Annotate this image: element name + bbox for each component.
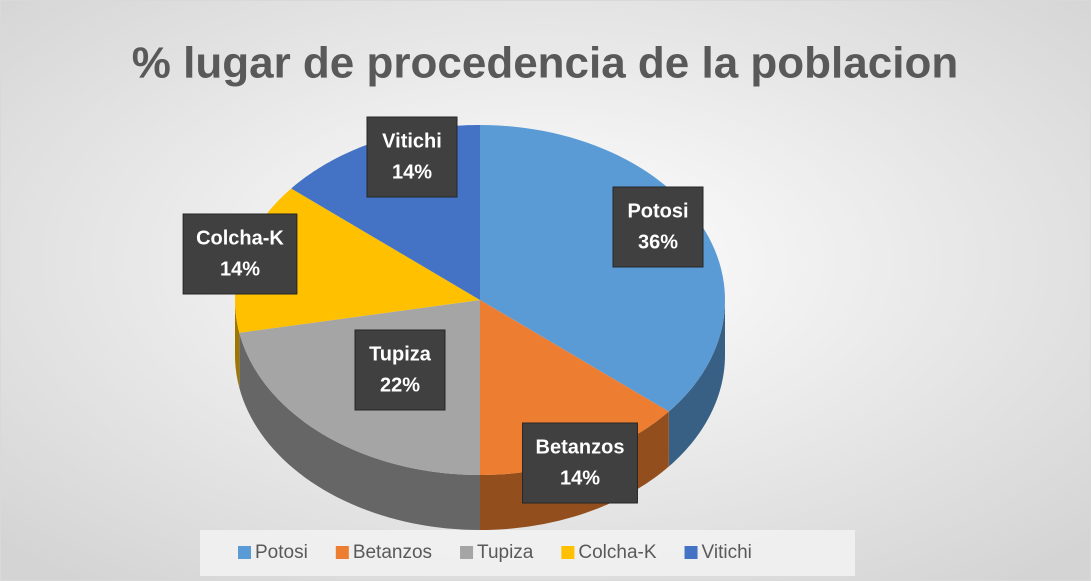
data-label: Tupiza 22% [354, 329, 446, 411]
data-label-box [522, 422, 638, 504]
chart-title: % lugar de procedencia de la poblacion [132, 39, 958, 88]
data-label: Betanzos 14% [522, 422, 638, 504]
legend-swatch [238, 546, 251, 559]
data-label-box [354, 329, 446, 411]
legend-swatch [561, 546, 575, 559]
data-label-name: Colcha-K [196, 227, 284, 249]
data-label-value: 14% [392, 161, 432, 183]
legend-swatch [684, 546, 698, 559]
legend-label: Tupiza [477, 542, 534, 563]
legend [200, 530, 855, 576]
data-label-box [366, 116, 458, 198]
data-label-value: 36% [638, 231, 678, 253]
data-label: Potosi 36% [612, 186, 704, 268]
legend-swatch [460, 546, 474, 559]
data-label-box [612, 186, 704, 268]
data-label-name: Tupiza [369, 343, 432, 365]
legend-label: Potosi [255, 542, 308, 563]
legend-swatch [335, 546, 349, 559]
data-label: Vitichi 14% [366, 116, 458, 198]
data-label-name: Betanzos [536, 436, 625, 458]
legend-label: Vitichi [702, 542, 752, 563]
data-label-name: Vitichi [382, 130, 442, 152]
data-label-value: 14% [560, 467, 600, 489]
slice-side [235, 300, 240, 388]
slice-side [239, 332, 480, 530]
data-label: Colcha-K 14% [182, 213, 298, 295]
legend-label: Colcha-K [578, 542, 656, 563]
legend-label: Betanzos [353, 542, 432, 563]
data-label-name: Potosi [627, 200, 688, 222]
data-label-value: 22% [380, 374, 420, 396]
slice-side [668, 300, 725, 467]
data-label-box [182, 213, 298, 295]
data-label-value: 14% [220, 258, 260, 280]
